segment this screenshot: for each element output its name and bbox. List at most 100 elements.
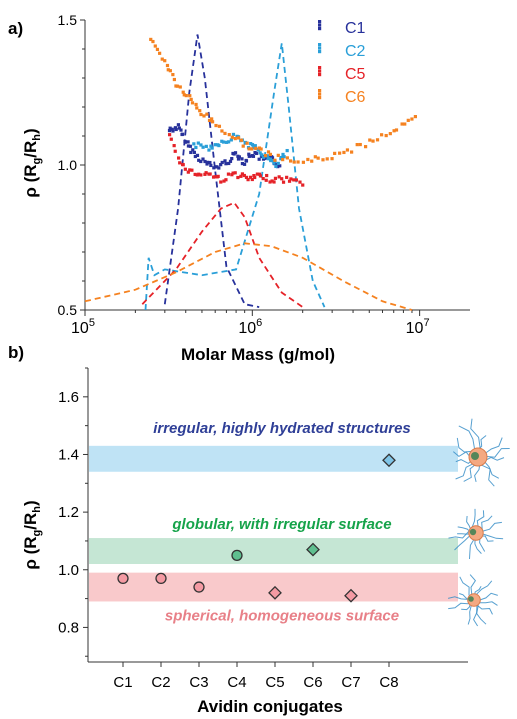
series-c6-point [233, 136, 237, 141]
series-c6-point [171, 72, 175, 77]
series-c2-point [192, 142, 196, 146]
panel-a-y-axis-label-sub-h: h [31, 134, 43, 141]
series-c5-point [255, 172, 259, 176]
series-c6-point [210, 117, 214, 121]
series-c2-point [250, 143, 255, 147]
series-c5-point [208, 172, 212, 176]
series-c1-point [201, 157, 205, 161]
panel-b-x-axis-label: Avidin conjugates [197, 697, 343, 716]
series-c6-point [338, 151, 342, 155]
series-c1-point [186, 144, 191, 148]
series-c5-point [222, 179, 226, 183]
series-c6-point [172, 77, 176, 82]
series-c6-point [247, 147, 251, 151]
series-c6-point [210, 120, 215, 124]
series-c6-point [368, 138, 372, 142]
series-c1-point [192, 150, 196, 154]
series-c6-point [155, 47, 160, 52]
series-c6-point [223, 131, 227, 136]
series-c5-point [287, 179, 292, 183]
series-c6-point [181, 90, 185, 94]
series-c6-point [168, 69, 172, 73]
series-c5-point [199, 173, 203, 177]
series-c6-point [207, 118, 212, 122]
panel-a-x-axis-label: Molar Mass (g/mol) [181, 345, 335, 364]
series-c2-point [279, 155, 284, 160]
series-c1-point [205, 160, 210, 164]
legend-marker-c2 [318, 50, 322, 54]
series-c1-distribution-curve [163, 34, 260, 308]
series-c6-point [266, 150, 271, 154]
series-c6-point [153, 44, 157, 48]
panel-a-y-axis-label-end: ) [21, 128, 40, 134]
series-c1-point [274, 162, 279, 167]
series-c6-point [184, 94, 188, 98]
series-c1-point [264, 156, 268, 160]
series-c1-point [191, 148, 195, 152]
series-c6-distribution-curve [84, 242, 413, 311]
series-c1-point [237, 155, 241, 159]
series-c2-point [258, 151, 262, 155]
series-c5-point [268, 180, 272, 184]
panel-b-x-tick-label: C4 [227, 674, 246, 691]
point-c4 [231, 549, 243, 562]
series-c1-point [199, 159, 203, 164]
series-c6-point [163, 59, 167, 63]
series-c6-point [380, 133, 384, 137]
series-c5-point [261, 176, 265, 181]
series-c6-point [403, 122, 407, 126]
legend-marker-c1 [318, 20, 322, 24]
series-c1-point [247, 152, 251, 156]
series-c5-point [190, 168, 194, 172]
series-c5-point [301, 183, 305, 187]
panel-b-plot-area: irregular, highly hydrated structures glo… [58, 367, 468, 691]
series-c5-point [197, 172, 201, 176]
series-c5-point [181, 163, 185, 167]
series-c2-point [266, 154, 270, 158]
panel-a-x-tick-label: 105 [71, 317, 95, 337]
series-c6-point [149, 37, 153, 42]
series-c2-point [213, 143, 217, 147]
series-c5-distribution-curve [141, 201, 304, 308]
series-c1-point [251, 154, 256, 158]
legend-marker-c6 [318, 92, 322, 96]
series-c5-point [233, 171, 237, 175]
series-c5-point [188, 168, 192, 172]
protein-core-detail [469, 528, 477, 536]
series-c6-point [241, 144, 245, 148]
series-c2-point [204, 144, 208, 148]
point-c6 [306, 542, 320, 557]
series-c2-point [199, 143, 203, 147]
legend-marker-c5 [318, 73, 322, 77]
series-c5-point [292, 178, 296, 182]
series-c1-point [219, 163, 223, 167]
series-c2-point [271, 159, 275, 163]
series-c2-point [281, 152, 285, 157]
series-c6-point [350, 150, 354, 154]
series-c6-point [158, 51, 162, 55]
series-c1-point [209, 163, 213, 168]
series-c1-point [215, 165, 219, 169]
series-c6-point [355, 143, 359, 147]
series-c6-point [259, 147, 263, 151]
series-c6-point [333, 151, 337, 155]
legend-marker-c6 [318, 89, 322, 93]
series-c6-point [214, 123, 218, 128]
legend-marker-c6 [318, 96, 322, 100]
series-c1-point [230, 156, 234, 161]
series-c5-point [252, 174, 256, 178]
series-c5-point [213, 175, 217, 179]
series-c6-point [245, 141, 249, 145]
series-c6-point [306, 157, 310, 162]
series-c6-point [394, 128, 399, 132]
series-c6-point [276, 153, 280, 157]
series-c1-point [242, 162, 247, 166]
series-c2-point [194, 145, 198, 150]
panel-a-x-tick-label: 107 [406, 317, 430, 337]
series-c6-point [165, 63, 170, 68]
series-c5-point [193, 172, 197, 177]
series-c1-point [223, 159, 227, 163]
series-c6-point [189, 97, 193, 102]
conjugate-illustration [448, 508, 504, 560]
